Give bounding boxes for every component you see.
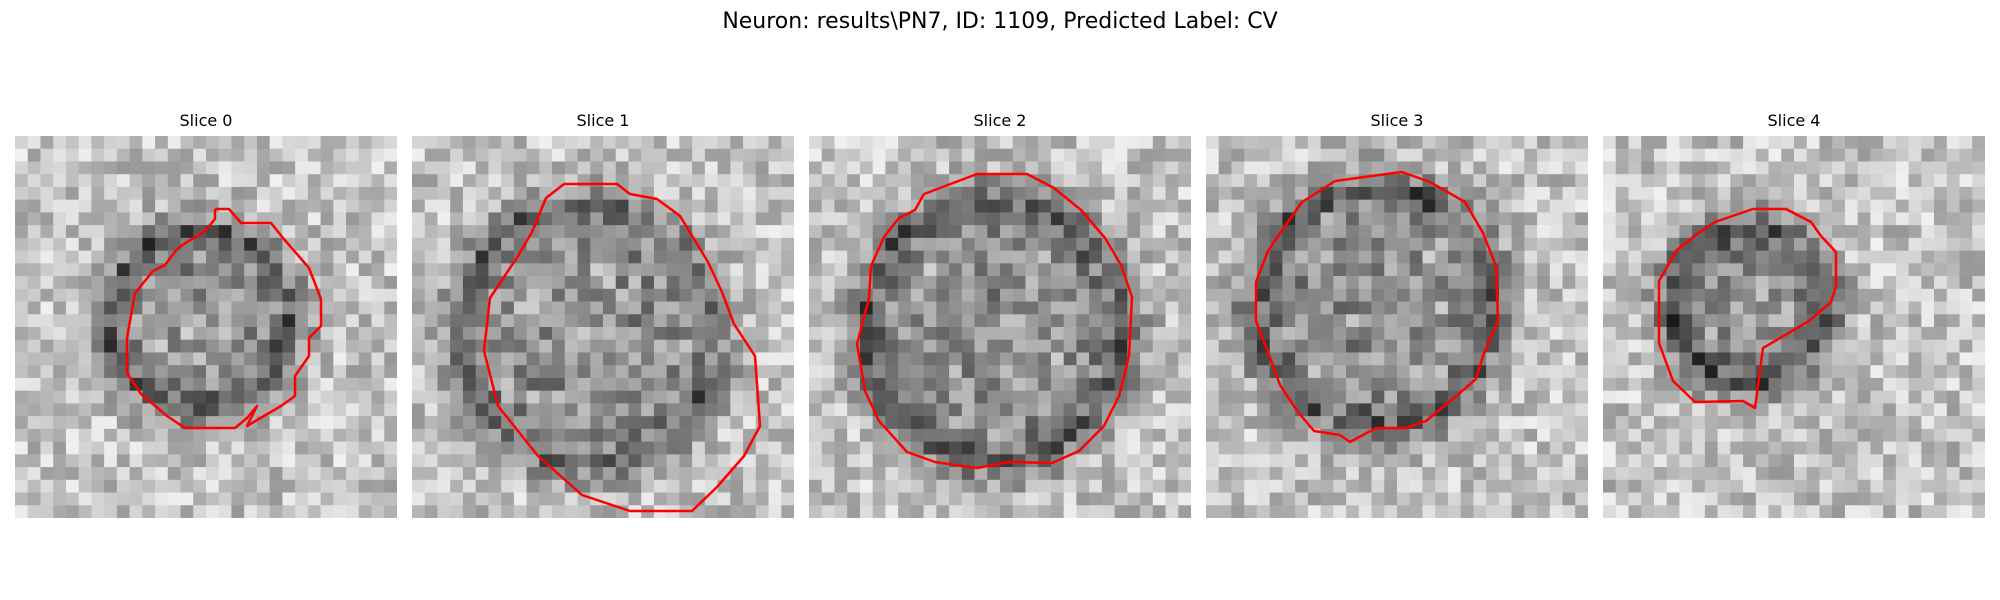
slice-panel: Slice 3	[1206, 112, 1588, 518]
slice-panel: Slice 2	[809, 112, 1191, 518]
slice-panel: Slice 0	[15, 112, 397, 518]
slice-title: Slice 2	[973, 111, 1027, 130]
slice-image	[412, 136, 794, 518]
slice-title: Slice 0	[179, 111, 233, 130]
slice-title: Slice 3	[1370, 111, 1424, 130]
contour-outline	[125, 207, 323, 430]
contour-outline	[1657, 207, 1838, 410]
slice-title: Slice 4	[1767, 111, 1821, 130]
slice-panel: Slice 4	[1603, 112, 1985, 518]
contour-outline	[1254, 170, 1500, 444]
slice-title: Slice 1	[576, 111, 630, 130]
figure-title: Neuron: results\PN7, ID: 1109, Predicted…	[722, 9, 1278, 34]
slice-panel: Slice 1	[412, 112, 794, 518]
contour-outline	[855, 172, 1134, 470]
slice-image	[15, 136, 397, 518]
contour-outline	[482, 182, 762, 513]
slice-image	[1206, 136, 1588, 518]
slice-image	[1603, 136, 1985, 518]
slice-image	[809, 136, 1191, 518]
